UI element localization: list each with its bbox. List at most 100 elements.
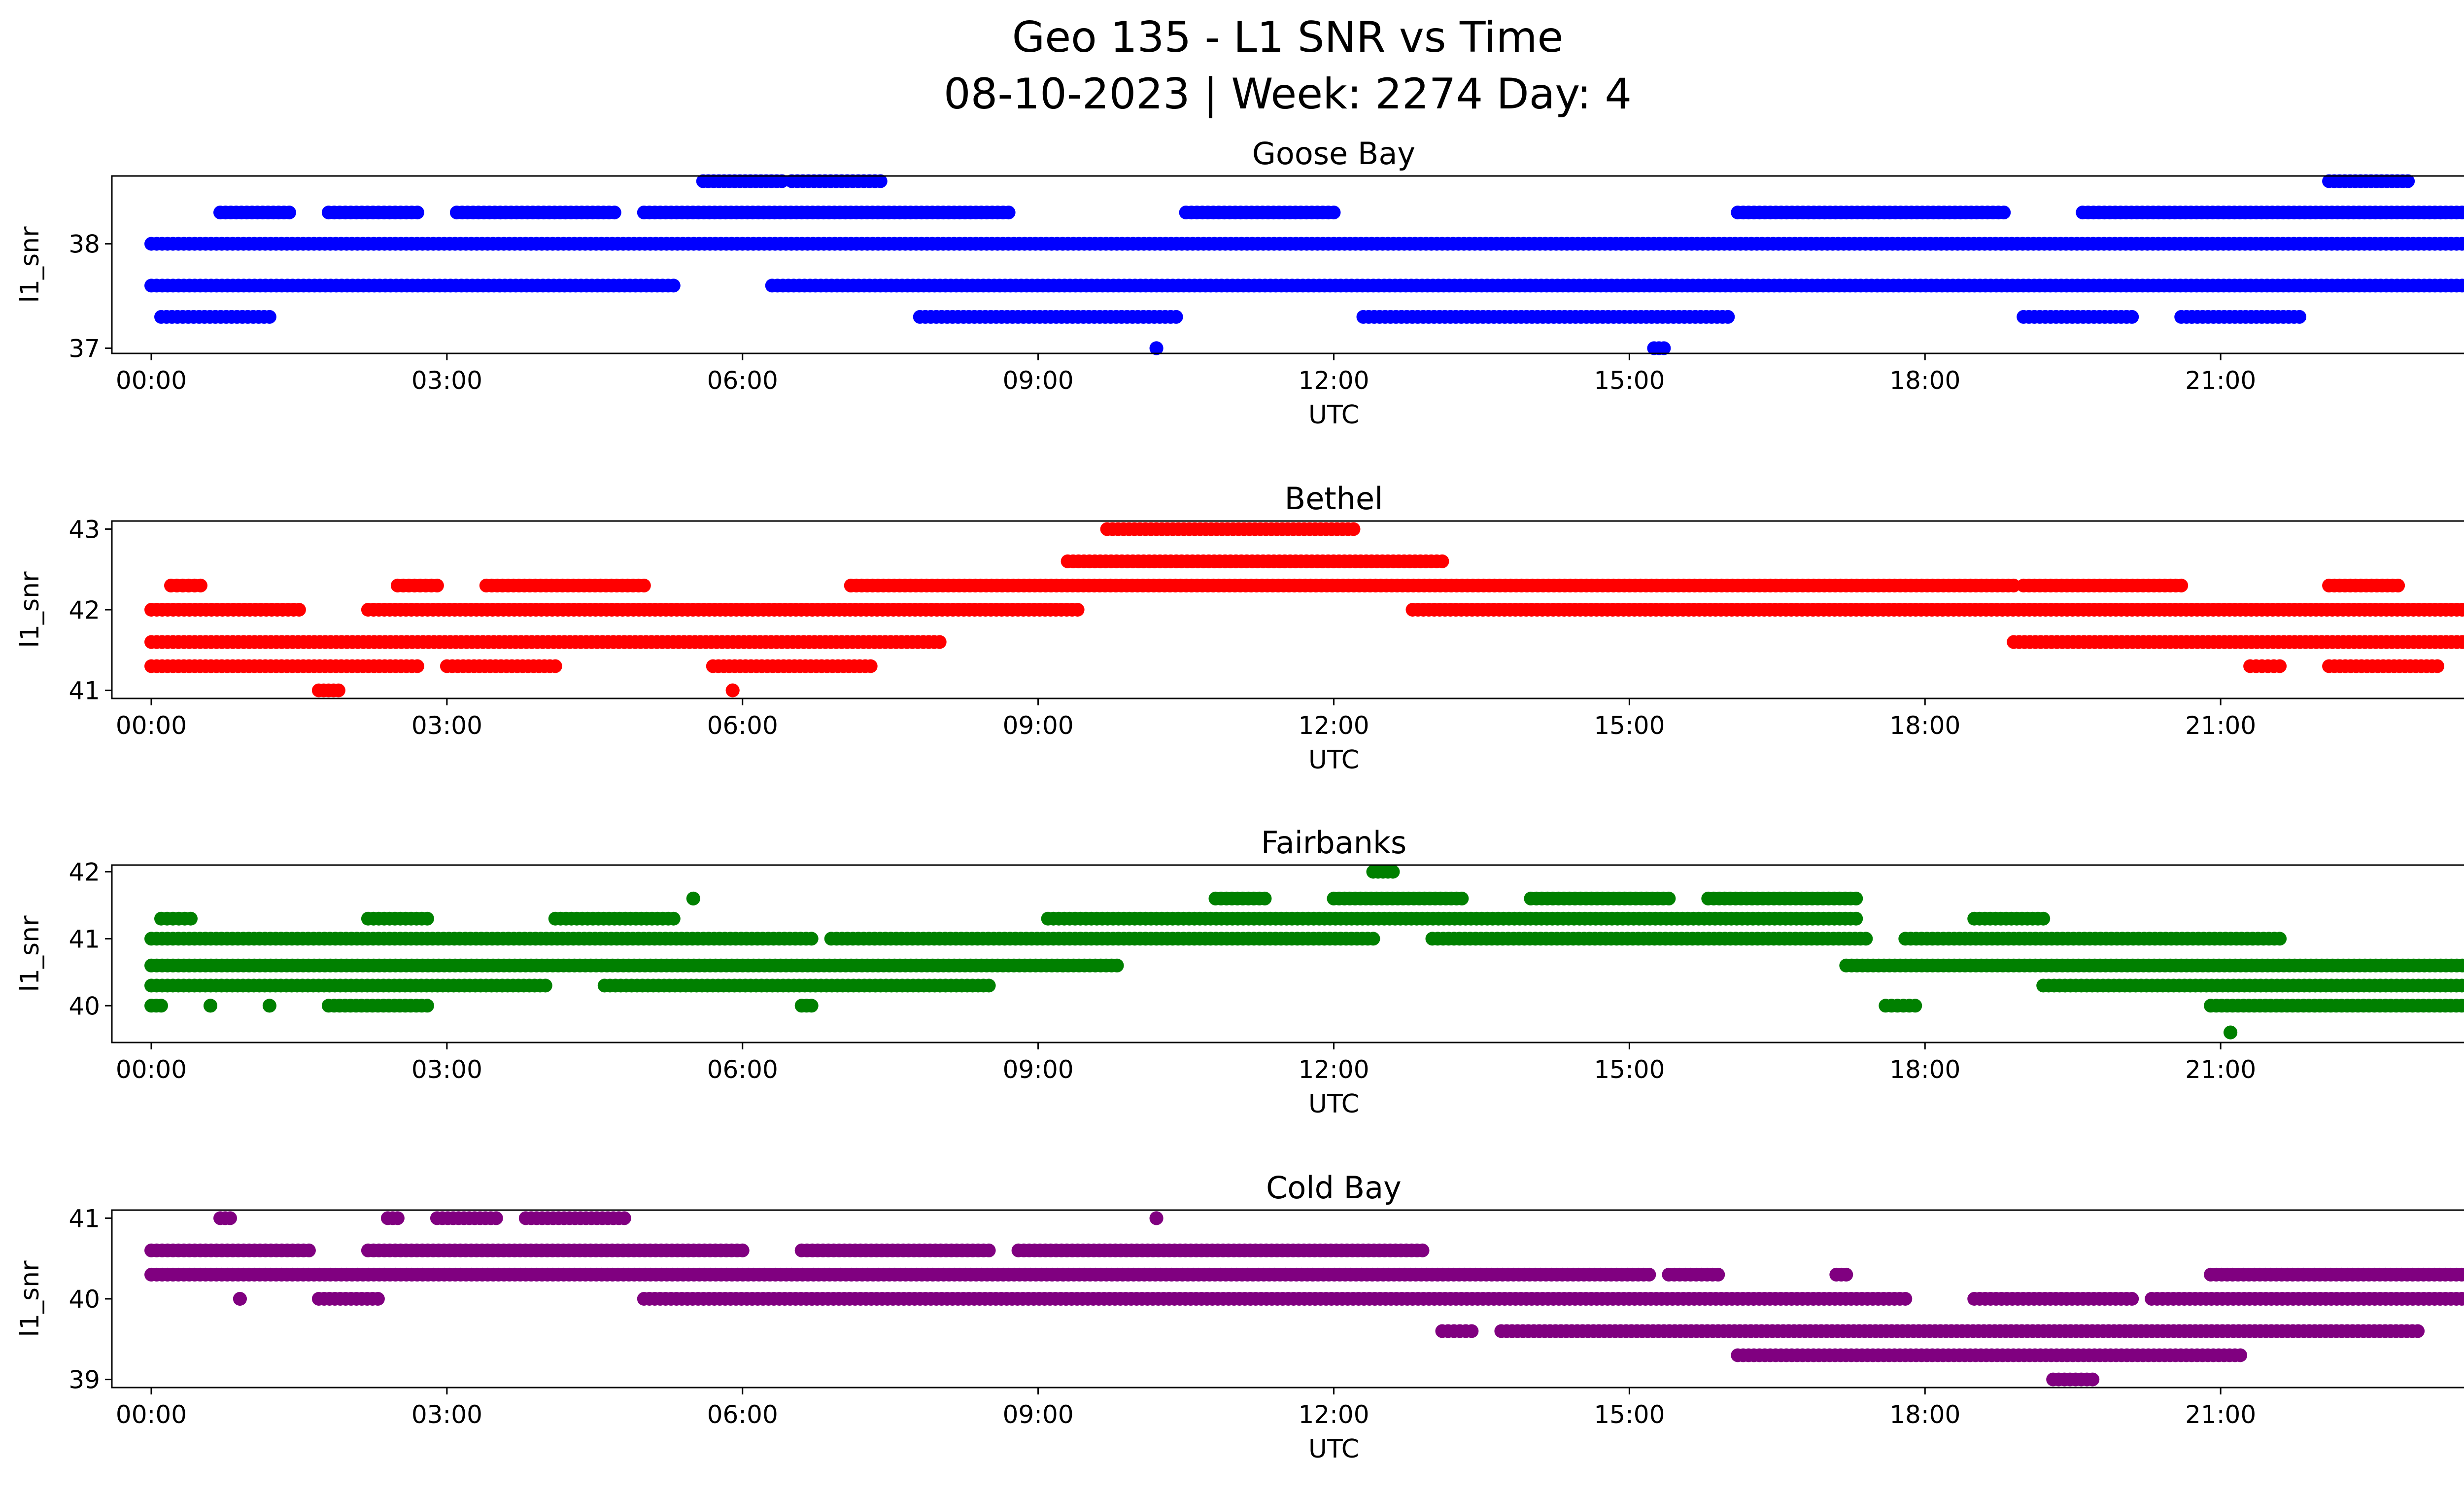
data-point <box>2430 659 2444 673</box>
data-point <box>1997 206 2011 220</box>
data-point <box>617 1211 631 1225</box>
y-tick-label: 41 <box>68 677 100 705</box>
data-point <box>233 1292 247 1306</box>
subplot-title: Cold Bay <box>1266 1170 1402 1206</box>
data-point <box>184 911 198 926</box>
data-point <box>1849 911 1863 926</box>
data-point <box>1711 1267 1725 1282</box>
y-tick-label: 41 <box>68 925 100 953</box>
data-point <box>2224 1025 2238 1040</box>
data-point <box>430 578 444 592</box>
data-point <box>2273 659 2287 673</box>
y-axis-label: l1_snr <box>15 915 45 992</box>
data-point <box>2125 1292 2139 1306</box>
x-tick-label: 21:00 <box>2185 366 2256 395</box>
figure-title-line-2: 08-10-2023 | Week: 2274 Day: 4 <box>944 70 1632 119</box>
data-point <box>932 635 947 649</box>
x-tick-label: 15:00 <box>1594 711 1665 740</box>
data-point <box>154 999 168 1013</box>
x-tick-label: 00:00 <box>116 711 187 740</box>
x-tick-label: 06:00 <box>707 711 778 740</box>
x-tick-label: 18:00 <box>1889 711 1960 740</box>
data-point <box>2293 310 2307 324</box>
x-tick-label: 12:00 <box>1298 366 1369 395</box>
scatter-points <box>144 174 2464 355</box>
x-tick-label: 06:00 <box>707 366 778 395</box>
subplot-title: Goose Bay <box>1252 136 1415 172</box>
data-point <box>1070 603 1085 617</box>
data-point <box>1839 1267 1853 1282</box>
data-point <box>2461 279 2464 292</box>
y-axis-label: l1_snr <box>15 226 45 303</box>
data-point <box>1455 891 1469 905</box>
data-point <box>666 278 681 293</box>
x-tick-label: 15:00 <box>1594 1055 1665 1084</box>
data-point <box>489 1211 503 1225</box>
x-tick-label: 09:00 <box>1003 711 1074 740</box>
data-point <box>302 1243 316 1257</box>
figure-title-line-1: Geo 135 - L1 SNR vs Time <box>1012 13 1564 62</box>
data-point <box>1898 1292 1913 1306</box>
x-tick-label: 09:00 <box>1003 1055 1074 1084</box>
data-point <box>1465 1324 1479 1338</box>
data-point <box>1149 1211 1164 1225</box>
data-point <box>735 1243 750 1257</box>
x-tick-label: 12:00 <box>1298 711 1369 740</box>
data-point <box>1346 522 1361 536</box>
data-point <box>1721 310 1735 324</box>
x-axis-label: UTC <box>1308 1089 1359 1119</box>
x-tick-label: 21:00 <box>2185 1055 2256 1084</box>
subplot-title: Bethel <box>1285 481 1383 517</box>
data-point <box>1908 999 1922 1013</box>
data-point <box>1327 206 1341 220</box>
data-point <box>223 1211 237 1225</box>
data-point <box>804 932 819 946</box>
subplot-panels: Goose Bay 00:00 03:00 06:00 09:00 12:00 15:00 1… <box>15 136 2464 1464</box>
data-point <box>1642 1267 1656 1282</box>
data-point <box>204 999 217 1013</box>
data-point <box>420 999 434 1013</box>
data-point <box>1435 554 1449 568</box>
data-point <box>371 1292 385 1306</box>
data-point <box>410 206 424 220</box>
data-point <box>420 911 434 926</box>
data-point <box>686 891 700 905</box>
data-point <box>1386 865 1400 879</box>
data-point <box>1849 891 1863 905</box>
data-point <box>194 578 207 592</box>
data-point <box>2461 206 2464 219</box>
y-tick-label: 42 <box>68 596 100 625</box>
x-tick-label: 21:00 <box>2185 711 2256 740</box>
data-point <box>982 1243 996 1257</box>
x-tick-label: 00:00 <box>116 366 187 395</box>
data-point <box>666 911 681 926</box>
y-tick-label: 42 <box>68 858 100 887</box>
x-tick-label: 18:00 <box>1889 366 1960 395</box>
data-point <box>1110 958 1124 973</box>
x-tick-label: 03:00 <box>411 1055 482 1084</box>
x-tick-label: 09:00 <box>1003 366 1074 395</box>
x-tick-label: 12:00 <box>1298 1055 1369 1084</box>
y-tick-label: 38 <box>68 230 100 259</box>
y-axis-label: l1_snr <box>15 571 45 648</box>
x-tick-label: 06:00 <box>707 1055 778 1084</box>
data-point <box>538 978 552 993</box>
subplot-title: Fairbanks <box>1261 825 1407 861</box>
data-point <box>1859 932 1873 946</box>
x-tick-label: 03:00 <box>411 711 482 740</box>
data-point <box>390 1211 405 1225</box>
data-point <box>804 999 819 1013</box>
data-point <box>1415 1243 1430 1257</box>
data-point <box>331 683 345 697</box>
data-point <box>2461 238 2464 250</box>
data-point <box>607 206 621 220</box>
data-point <box>292 603 306 617</box>
data-point <box>262 310 276 324</box>
data-point <box>2174 578 2189 592</box>
data-point <box>262 999 276 1013</box>
data-point <box>2125 310 2139 324</box>
data-point <box>282 206 296 220</box>
data-point <box>637 578 651 592</box>
